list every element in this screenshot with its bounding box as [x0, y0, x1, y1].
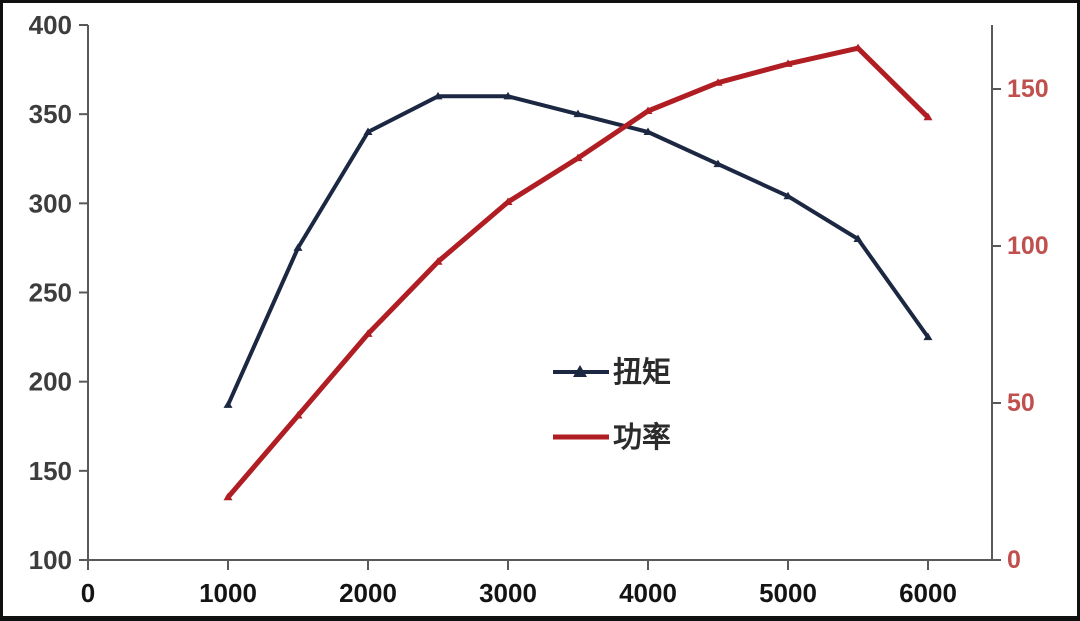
- torque-series: [223, 91, 933, 408]
- right-axis-tick-label: 100: [1007, 232, 1049, 260]
- power-series-marker-icon: [783, 59, 793, 67]
- power-series-marker-icon: [643, 106, 653, 114]
- left-axis-tick-label: 350: [29, 99, 72, 129]
- x-axis-tick-label: 1000: [199, 578, 257, 608]
- left-axis-tick-label: 200: [29, 367, 72, 397]
- x-axis-tick-label: 6000: [899, 578, 957, 608]
- torque-series-marker-icon: [293, 243, 303, 251]
- left-axis-tick-label: 250: [29, 278, 72, 308]
- torque-series-marker-icon: [363, 127, 373, 135]
- power-series-marker-icon: [503, 197, 513, 206]
- torque-series-marker-icon: [853, 234, 863, 242]
- right-axis-tick-label: 0: [1007, 546, 1021, 574]
- legend: 扭矩 功率: [553, 356, 671, 454]
- x-axis-tick-label: 5000: [759, 578, 817, 608]
- torque-series-line: [226, 94, 930, 407]
- left-axis-tick-label: 150: [29, 456, 72, 486]
- legend-torque-marker-icon: [573, 365, 587, 377]
- power-series-marker-icon: [293, 411, 303, 419]
- power-series-marker-icon: [923, 112, 933, 121]
- legend-torque-label: 扭矩: [613, 356, 671, 389]
- x-axis: 0 1000 2000 3000 4000 5000 6000: [81, 559, 992, 608]
- x-axis-tick-label: 4000: [619, 578, 677, 608]
- x-axis-tick-label: 2000: [339, 578, 397, 608]
- power-series-marker-icon: [223, 492, 233, 501]
- right-axis-tick-label: 150: [1007, 75, 1049, 103]
- torque-series-marker-icon: [433, 91, 443, 100]
- power-series-marker-icon: [433, 257, 443, 265]
- left-axis-tick-label: 400: [29, 10, 72, 40]
- left-axis-tick-label: 100: [29, 545, 72, 575]
- torque-series-marker-icon: [713, 159, 723, 168]
- x-axis-tick-label: 0: [81, 578, 95, 608]
- power-series-marker-icon: [363, 329, 373, 337]
- power-series: [223, 43, 933, 501]
- torque-series-marker-icon: [783, 191, 793, 200]
- torque-series-marker-icon: [923, 332, 933, 341]
- power-series-marker-icon: [573, 153, 583, 162]
- legend-power-label: 功率: [613, 420, 671, 454]
- right-axis: 150 100 50 0: [991, 25, 1049, 574]
- left-axis-tick-label: 300: [29, 188, 72, 218]
- torque-series-marker-icon: [573, 109, 583, 118]
- left-axis: 400 350 300 250 200 150 100: [29, 10, 89, 575]
- torque-series-marker-icon: [503, 91, 513, 100]
- torque-series-marker-icon: [223, 400, 233, 408]
- torque-series-marker-icon: [643, 127, 653, 135]
- power-series-marker-icon: [853, 43, 863, 52]
- power-series-marker-icon: [713, 78, 723, 86]
- x-axis-tick-label: 3000: [479, 578, 537, 608]
- right-axis-tick-label: 50: [1007, 389, 1035, 417]
